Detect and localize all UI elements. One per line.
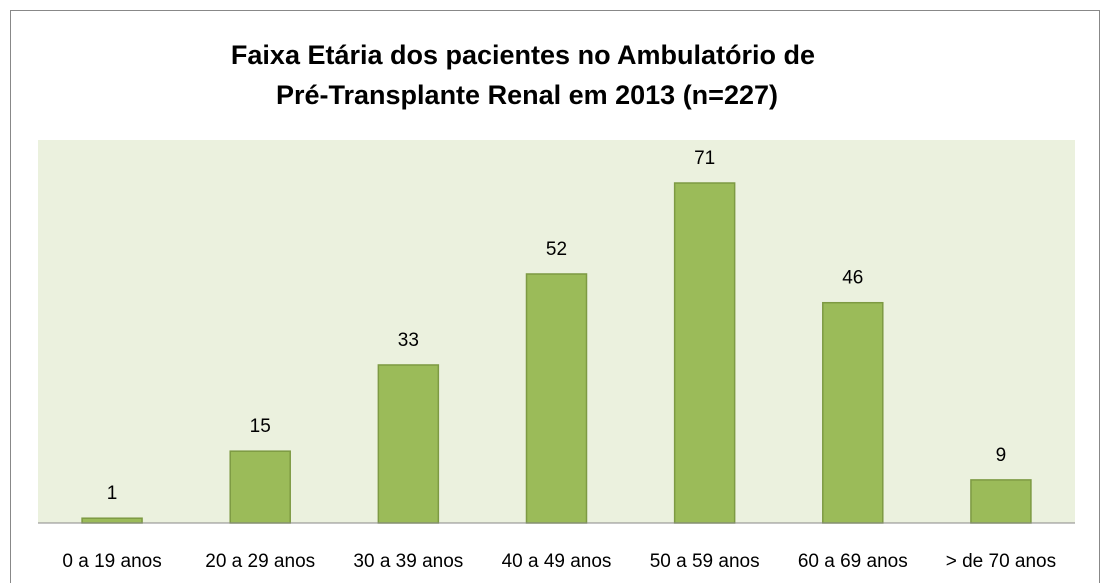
bar	[229, 450, 291, 524]
x-tick-label: 60 a 69 anos	[798, 551, 908, 572]
x-tick-label: 0 a 19 anos	[62, 551, 161, 572]
x-tick-label: 30 a 39 anos	[353, 551, 463, 572]
data-label: 71	[694, 148, 715, 169]
x-tick-label: 50 a 59 anos	[650, 551, 760, 572]
data-label: 33	[398, 330, 419, 351]
bar	[377, 364, 440, 524]
data-label: 52	[546, 239, 567, 260]
chart-title: Pré-Transplante Renal em 2013 (n=227)	[276, 80, 778, 110]
chart-title: Faixa Etária dos pacientes no Ambulatóri…	[231, 40, 815, 70]
bar	[822, 301, 884, 524]
bar	[673, 182, 736, 524]
bar	[970, 479, 1032, 524]
x-tick-label: > de 70 anos	[946, 551, 1056, 572]
data-label: 9	[996, 445, 1007, 466]
x-tick-label: 40 a 49 anos	[502, 551, 612, 572]
data-label: 46	[842, 268, 863, 289]
x-tick-label: 20 a 29 anos	[205, 551, 315, 572]
data-label: 15	[250, 416, 271, 437]
bar	[81, 517, 143, 524]
data-label: 1	[107, 483, 118, 504]
bar	[525, 273, 588, 524]
